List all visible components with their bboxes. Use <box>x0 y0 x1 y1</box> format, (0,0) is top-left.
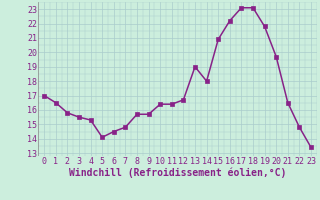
X-axis label: Windchill (Refroidissement éolien,°C): Windchill (Refroidissement éolien,°C) <box>69 168 286 178</box>
